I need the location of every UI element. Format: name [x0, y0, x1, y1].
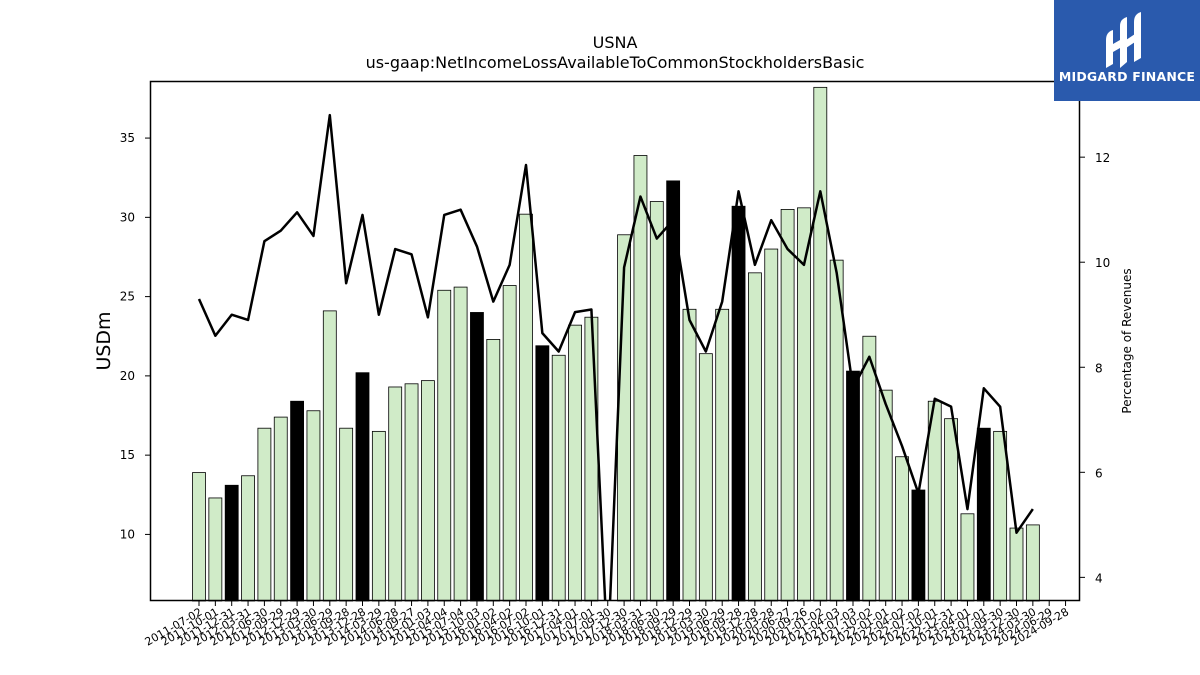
bar	[846, 370, 860, 602]
bar	[748, 272, 762, 602]
bar	[633, 155, 648, 602]
bar	[1009, 527, 1024, 602]
bar	[584, 316, 599, 602]
bar	[895, 456, 909, 602]
bar	[764, 248, 779, 602]
y2-tick-label: 12	[1095, 151, 1110, 165]
bar	[682, 308, 697, 602]
logo: MIDGARD FINANCE	[1054, 0, 1200, 101]
bar	[453, 286, 468, 602]
bar	[715, 308, 730, 602]
y-tick-label: 15	[120, 448, 135, 462]
bar	[470, 312, 484, 602]
bar	[993, 430, 1008, 602]
bar	[192, 472, 206, 602]
bar	[568, 324, 582, 602]
bar	[257, 427, 272, 602]
bar	[731, 205, 746, 602]
bar	[649, 201, 664, 602]
logo-text: MIDGARD FINANCE	[1059, 69, 1195, 84]
y-tick-label: 35	[120, 131, 135, 145]
bars	[192, 86, 1040, 602]
bar	[371, 430, 386, 602]
y-tick-label: 10	[120, 527, 135, 541]
bar	[502, 285, 517, 602]
bar	[273, 416, 288, 602]
bar	[878, 389, 893, 602]
bar	[862, 335, 877, 602]
x-axis: 2011-07-022011-10-012011-12-312012-03-31…	[143, 601, 1071, 649]
bar	[698, 353, 713, 602]
y-tick-label: 25	[120, 290, 135, 304]
bar	[241, 475, 255, 602]
y-tick-label: 30	[120, 210, 135, 224]
bar	[208, 497, 223, 602]
bar	[388, 386, 403, 602]
percentage-line	[197, 113, 1034, 601]
bar	[486, 339, 501, 602]
y-tick-label: 20	[120, 369, 135, 383]
y2-tick-label: 4	[1095, 571, 1103, 585]
y2-tick-label: 6	[1095, 466, 1103, 480]
percentage-series-line	[197, 113, 1034, 601]
bar	[355, 372, 370, 602]
bar	[976, 427, 991, 602]
bar	[551, 354, 566, 602]
bar	[420, 380, 435, 602]
bar	[1025, 524, 1040, 602]
bar	[322, 310, 337, 602]
bar	[519, 213, 533, 602]
bar	[797, 207, 811, 602]
bar	[224, 484, 239, 602]
y2-tick-label: 8	[1095, 361, 1103, 375]
bar	[404, 383, 419, 602]
bar	[944, 418, 958, 602]
chart-subtitle: us-gaap:NetIncomeLossAvailableToCommonSt…	[366, 53, 865, 72]
bar	[535, 345, 550, 602]
y-axis-left: 10 15 20 25 30 35	[120, 131, 150, 541]
bar	[290, 400, 305, 602]
bar	[960, 513, 975, 602]
plot-area-frame	[149, 80, 1081, 602]
y-axis-right: 4 6 8 10 12	[1080, 151, 1110, 585]
y-axis-right-label: Percentage of Revenues	[1120, 268, 1134, 413]
bar	[911, 489, 926, 602]
chart-title: USNA	[593, 33, 638, 52]
bar	[813, 86, 828, 602]
bar	[306, 410, 321, 602]
bar	[339, 427, 354, 602]
y-axis-left-label: USDm	[93, 311, 115, 370]
bar	[437, 289, 452, 602]
bar	[780, 209, 795, 602]
logo-mark-icon	[1106, 12, 1141, 68]
y2-tick-label: 10	[1095, 256, 1110, 270]
